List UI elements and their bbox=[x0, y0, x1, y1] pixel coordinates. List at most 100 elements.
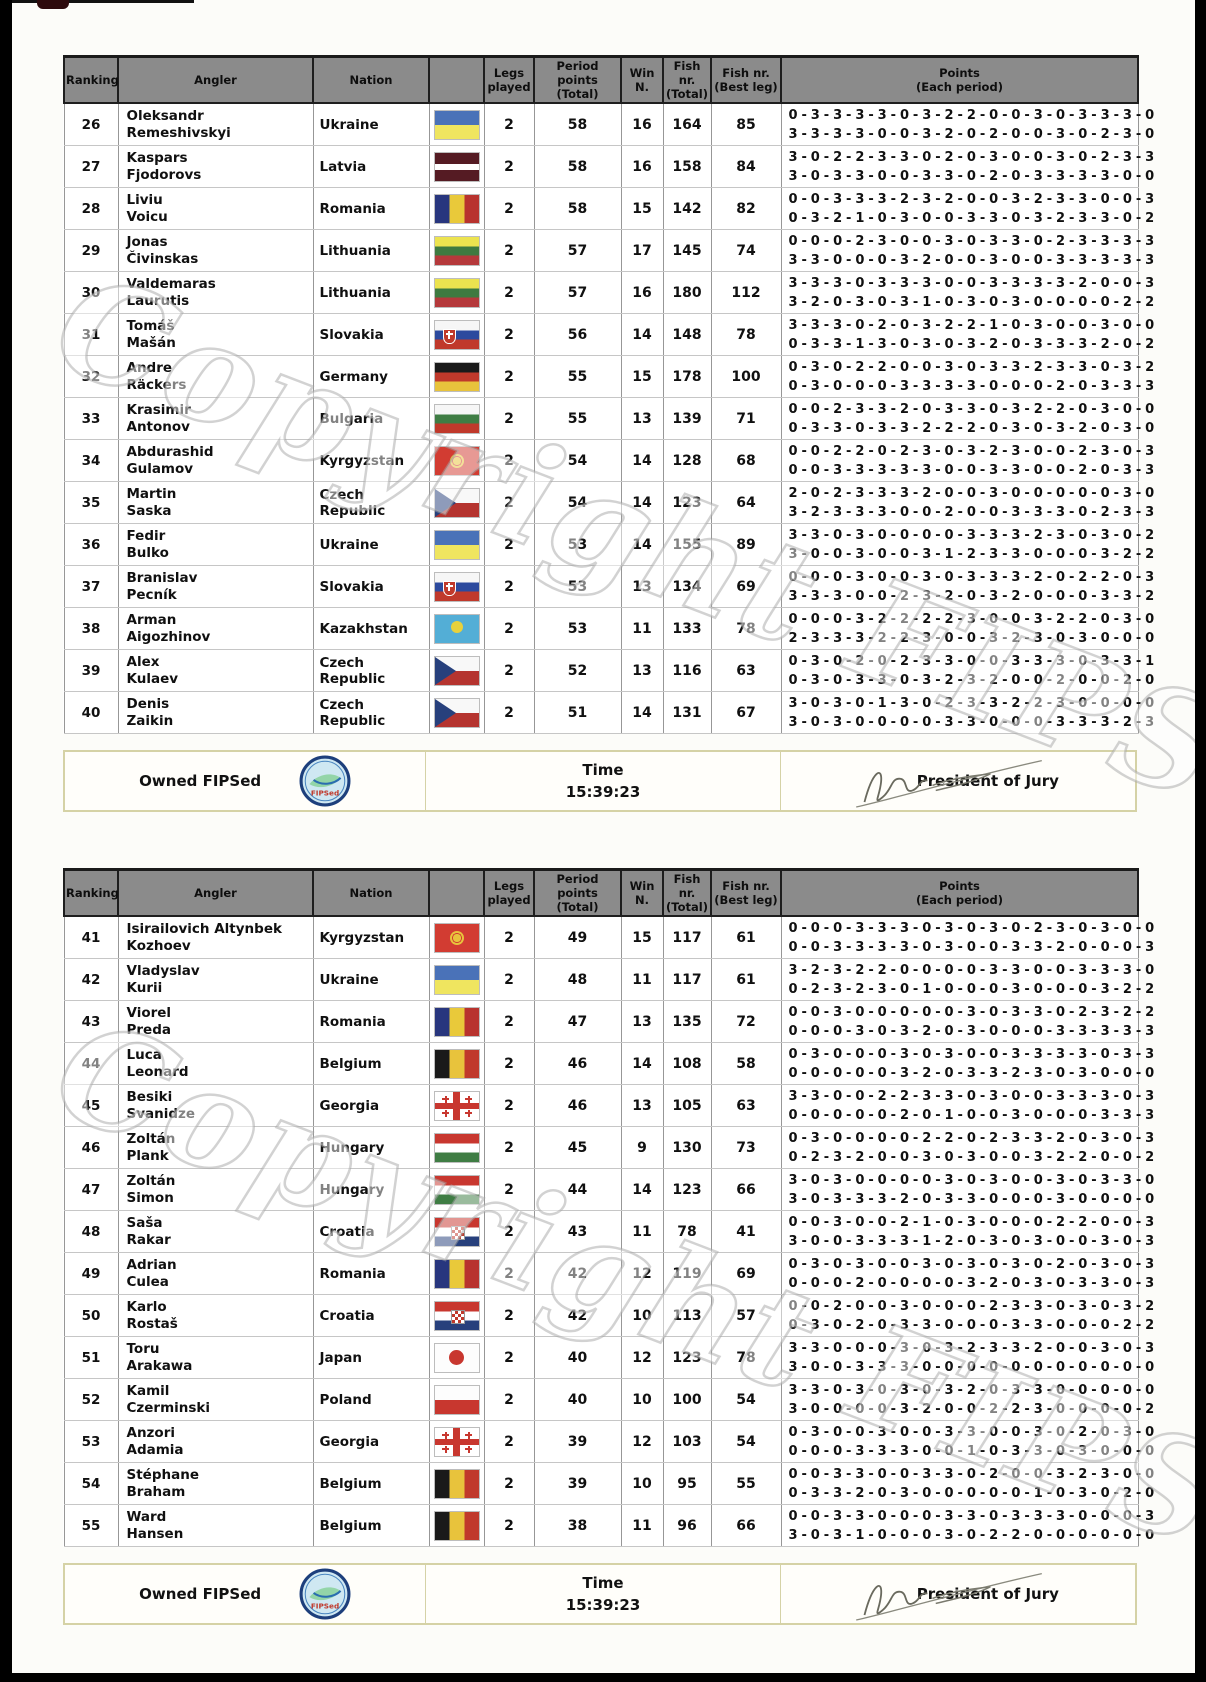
points-each-period: 0 - 0 - 3 - 0 - 0 - 0 - 0 - 0 - 3 - 0 - … bbox=[780, 1000, 1154, 1043]
angler-name: Krasimir Antonov bbox=[117, 397, 314, 440]
points-line-2: 3 - 2 - 3 - 3 - 3 - 0 - 0 - 2 - 0 - 0 - … bbox=[788, 504, 1155, 520]
time-cell: Time 15:39:23 bbox=[426, 1565, 781, 1623]
table-header-row: Ranking Angler Nation Legs played Period … bbox=[63, 55, 1139, 104]
svg-text:FIPSed: FIPSed bbox=[311, 1602, 339, 1611]
win-number-value: 11 bbox=[620, 1504, 664, 1547]
nation-name: Kazakhstan bbox=[312, 607, 430, 650]
period-points-value: 53 bbox=[533, 523, 622, 566]
angler-first-name: Viorel bbox=[126, 1004, 172, 1021]
angler-name: Saša Rakar bbox=[117, 1210, 314, 1253]
angler-name: Martin Saska bbox=[117, 481, 314, 524]
fish-best-leg-value: 66 bbox=[710, 1504, 782, 1547]
nation-name: Kyrgyzstan bbox=[312, 439, 430, 482]
nation-name: Czech Republic bbox=[312, 649, 430, 692]
nation-name: Georgia bbox=[312, 1420, 430, 1463]
flag-cell bbox=[428, 565, 485, 608]
points-line-2: 2 - 3 - 3 - 3 - 2 - 2 - 3 - 0 - 0 - 3 - … bbox=[788, 630, 1155, 646]
ranking-value: 26 bbox=[63, 102, 119, 146]
ranking-value: 46 bbox=[63, 1126, 119, 1169]
angler-last-name: Gulamov bbox=[126, 460, 194, 477]
win-number-value: 17 bbox=[620, 229, 664, 272]
fish-best-leg-value: 85 bbox=[710, 102, 782, 146]
win-number-value: 13 bbox=[620, 649, 664, 692]
angler-last-name: Remeshivskyi bbox=[126, 124, 231, 141]
ranking-value: 43 bbox=[63, 1000, 119, 1043]
angler-first-name: Luca bbox=[126, 1046, 162, 1063]
legs-played-value: 2 bbox=[483, 523, 535, 566]
nation-name: Latvia bbox=[312, 145, 430, 188]
table-row: 32 Andre Räckers Germany 2 55 15 178 100… bbox=[63, 355, 1154, 398]
flag-ua-icon bbox=[433, 109, 480, 140]
col-flag bbox=[428, 868, 485, 917]
ranking-value: 34 bbox=[63, 439, 119, 482]
points-line-2: 3 - 2 - 0 - 3 - 0 - 3 - 1 - 0 - 3 - 0 - … bbox=[788, 294, 1155, 310]
nation-name: Slovakia bbox=[312, 565, 430, 608]
legs-played-value: 2 bbox=[483, 1378, 535, 1421]
nation-name: Lithuania bbox=[312, 271, 430, 314]
flag-cell bbox=[428, 1210, 485, 1253]
col-fish-total: Fish nr. (Total) bbox=[662, 868, 712, 917]
angler-first-name: Toru bbox=[126, 1340, 160, 1357]
ranking-value: 32 bbox=[63, 355, 119, 398]
svg-text:FIPSed: FIPSed bbox=[311, 789, 339, 798]
fish-total-value: 142 bbox=[662, 187, 712, 230]
ranking-value: 29 bbox=[63, 229, 119, 272]
period-points-value: 52 bbox=[533, 649, 622, 692]
flag-kg-icon bbox=[433, 922, 480, 953]
ranking-value: 36 bbox=[63, 523, 119, 566]
points-line-1: 3 - 3 - 0 - 0 - 2 - 2 - 3 - 3 - 0 - 3 - … bbox=[788, 1088, 1155, 1104]
flag-lt-icon bbox=[433, 235, 480, 266]
flag-hu-icon bbox=[433, 1132, 480, 1163]
angler-last-name: Bulko bbox=[126, 544, 169, 561]
nation-name: Georgia bbox=[312, 1084, 430, 1127]
angler-name: Adrian Culea bbox=[117, 1252, 314, 1295]
col-angler: Angler bbox=[117, 55, 314, 104]
angler-last-name: Kulaev bbox=[126, 670, 179, 687]
points-line-1: 0 - 0 - 0 - 3 - 0 - 0 - 3 - 0 - 3 - 3 - … bbox=[788, 569, 1155, 585]
flag-cell bbox=[428, 1126, 485, 1169]
fish-total-value: 130 bbox=[662, 1126, 712, 1169]
table-row: 40 Denis Zaikin Czech Republic 2 51 14 1… bbox=[63, 691, 1155, 734]
ranking-value: 41 bbox=[63, 915, 119, 959]
fish-total-value: 180 bbox=[662, 271, 712, 314]
fish-total-value: 117 bbox=[662, 915, 712, 959]
table-row: 35 Martin Saska Czech Republic 2 54 14 1… bbox=[63, 481, 1155, 524]
points-line-2: 3 - 0 - 3 - 0 - 0 - 0 - 0 - 3 - 3 - 0 - … bbox=[788, 714, 1155, 730]
table-row: 39 Alex Kulaev Czech Republic 2 52 13 11… bbox=[63, 649, 1155, 692]
legs-played-value: 2 bbox=[483, 1252, 535, 1295]
period-points-value: 42 bbox=[533, 1252, 622, 1295]
period-points-value: 54 bbox=[533, 439, 622, 482]
flag-ua-icon bbox=[433, 529, 480, 560]
time-label: Time bbox=[582, 1574, 624, 1592]
col-nation: Nation bbox=[312, 55, 430, 104]
flag-lt-icon bbox=[433, 277, 480, 308]
footer-bar: Owned FIPSed FIPSed Time 15:39:23 P bbox=[63, 1563, 1137, 1625]
points-line-1: 3 - 0 - 3 - 0 - 1 - 3 - 0 - 2 - 3 - 3 - … bbox=[788, 695, 1155, 711]
win-number-value: 13 bbox=[620, 1084, 664, 1127]
col-win-n: Win N. bbox=[620, 55, 664, 104]
nation-name: Ukraine bbox=[312, 958, 430, 1001]
points-line-1: 0 - 0 - 0 - 3 - 3 - 3 - 0 - 3 - 0 - 3 - … bbox=[788, 920, 1155, 936]
flag-ge-icon bbox=[433, 1090, 480, 1121]
win-number-value: 11 bbox=[620, 607, 664, 650]
angler-last-name: Svanidze bbox=[126, 1105, 196, 1122]
fish-best-leg-value: 69 bbox=[710, 565, 782, 608]
points-line-2: 0 - 3 - 0 - 3 - 3 - 0 - 3 - 2 - 3 - 2 - … bbox=[788, 672, 1155, 688]
nation-name: Belgium bbox=[312, 1504, 430, 1547]
angler-name: Zoltán Plank bbox=[117, 1126, 314, 1169]
points-each-period: 0 - 3 - 0 - 0 - 0 - 3 - 0 - 3 - 0 - 0 - … bbox=[780, 1042, 1154, 1085]
fish-total-value: 148 bbox=[662, 313, 712, 356]
table-row: 44 Luca Leonard Belgium 2 46 14 108 58 0… bbox=[63, 1042, 1154, 1085]
fish-best-leg-value: 82 bbox=[710, 187, 782, 230]
angler-last-name: Mašán bbox=[126, 334, 176, 351]
fish-best-leg-value: 100 bbox=[710, 355, 782, 398]
fish-best-leg-value: 64 bbox=[710, 481, 782, 524]
angler-name: Stéphane Braham bbox=[117, 1462, 314, 1505]
points-each-period: 3 - 0 - 3 - 0 - 0 - 0 - 0 - 3 - 0 - 3 - … bbox=[780, 1168, 1154, 1211]
legs-played-value: 2 bbox=[483, 481, 535, 524]
legs-played-value: 2 bbox=[483, 102, 535, 146]
angler-first-name: Kamil bbox=[126, 1382, 170, 1399]
ranking-value: 27 bbox=[63, 145, 119, 188]
period-points-value: 38 bbox=[533, 1504, 622, 1547]
flag-cell bbox=[428, 1462, 485, 1505]
